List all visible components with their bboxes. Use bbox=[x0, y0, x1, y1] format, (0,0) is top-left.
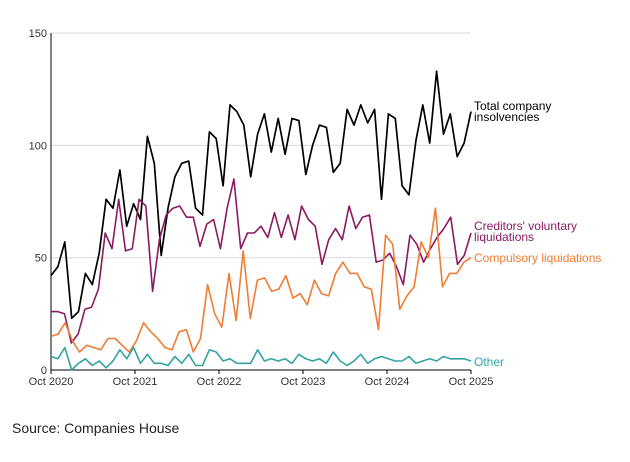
creditors-voluntary-liquidations-line bbox=[51, 178, 472, 344]
total-insolvencies-line bbox=[50, 70, 472, 320]
other-line bbox=[50, 346, 472, 371]
y-gridlines bbox=[51, 32, 471, 259]
y-tick-label: 50 bbox=[35, 253, 47, 265]
source-note: Source: Companies House bbox=[12, 420, 180, 436]
x-tick-label: Oct 2023 bbox=[281, 376, 326, 388]
y-tick-label: 0 bbox=[41, 365, 47, 377]
x-tick-label: Oct 2024 bbox=[365, 376, 410, 388]
x-tick-label: Oct 2020 bbox=[29, 376, 74, 388]
y-tick-label: 100 bbox=[29, 140, 47, 152]
x-axis: Oct 2020 Oct 2021 Oct 2022 Oct 2023 Oct 2024… bbox=[29, 33, 494, 388]
compulsory-liquidations-label: Compulsory liquidations bbox=[474, 251, 601, 265]
series-labels: Total company insolvencies Creditors' volu… bbox=[474, 99, 601, 369]
x-tick-label: Oct 2021 bbox=[113, 376, 158, 388]
other-label: Other bbox=[474, 355, 504, 369]
y-tick-label: 150 bbox=[29, 28, 47, 40]
y-axis-tick-labels: 0 50 100 150 bbox=[29, 28, 47, 377]
compulsory-liquidations-line bbox=[50, 207, 472, 353]
creditors-voluntary-liquidations-label: Creditors' voluntary liquidations bbox=[474, 219, 577, 244]
x-tick-label: Oct 2025 bbox=[449, 376, 494, 388]
total-insolvencies-label: Total company insolvencies bbox=[474, 99, 551, 124]
x-tick-label: Oct 2022 bbox=[197, 376, 242, 388]
series-lines bbox=[50, 70, 472, 371]
